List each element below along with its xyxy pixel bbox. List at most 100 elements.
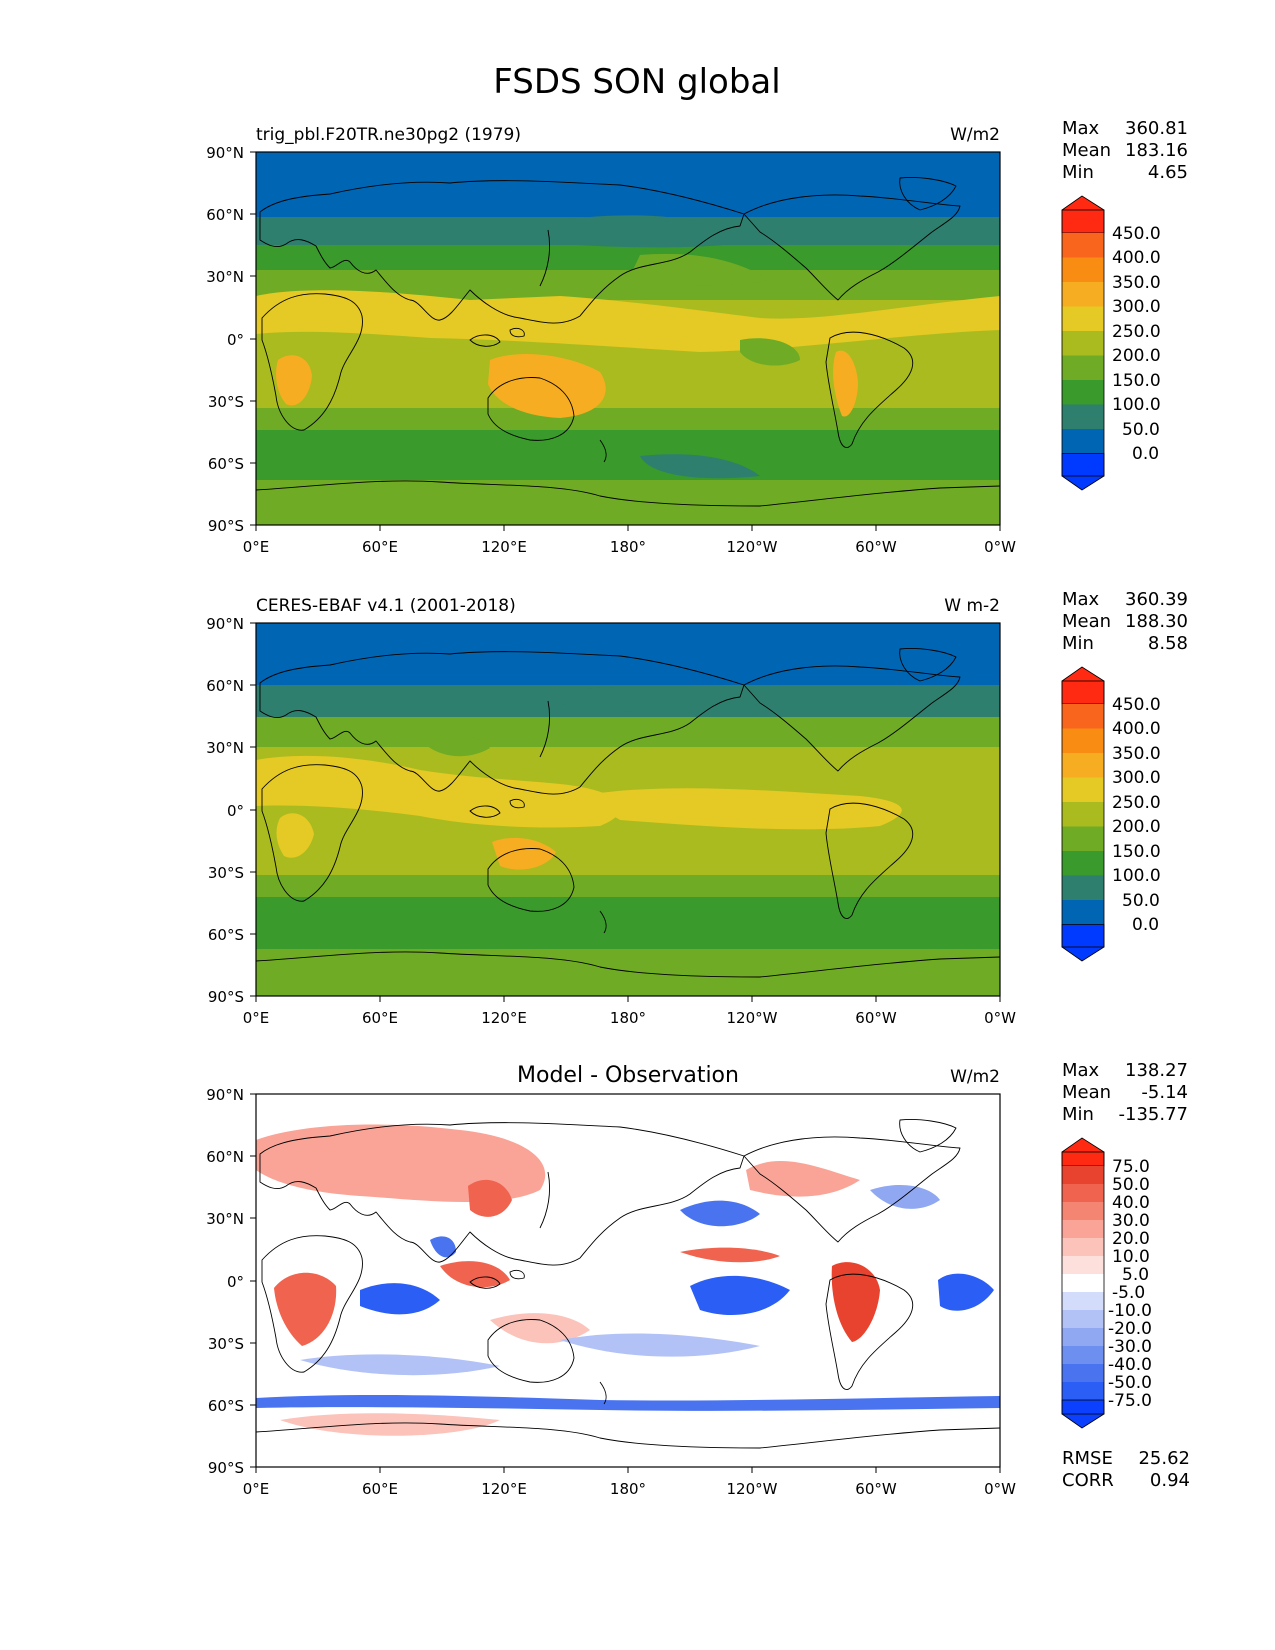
coastline-north-america	[743, 1136, 961, 1243]
coastline-islands	[469, 1171, 607, 1405]
lat-band	[256, 623, 1000, 685]
stats-box: Max 360.81 Mean 183.16 Min 4.65	[1062, 118, 1188, 183]
field-patch	[560, 215, 760, 248]
colorbar-swatch	[1062, 282, 1104, 307]
field-patch	[680, 1200, 760, 1227]
field-patch	[492, 837, 556, 870]
colorbar-tick-label: -20.0	[1108, 1319, 1152, 1339]
coastline-australia	[487, 1319, 575, 1383]
y-tick-label: 30°S	[208, 1335, 244, 1353]
colorbar-tick-label: 150.0	[1112, 842, 1161, 862]
stat-value: 138.27	[1125, 1060, 1188, 1081]
y-tick-label: 60°N	[206, 206, 244, 224]
colorbar-tick-label: 350.0	[1112, 273, 1161, 293]
coastline-australia	[487, 848, 575, 912]
colorbar-swatch	[1062, 826, 1104, 851]
field-patch	[256, 1124, 546, 1203]
field-patch	[430, 1236, 456, 1258]
y-tick-label: 30°S	[208, 864, 244, 882]
colorbar-swatch	[1062, 331, 1104, 356]
y-tick-label: 30°N	[206, 1210, 244, 1228]
colorbar-swatch	[1062, 1364, 1104, 1382]
colorbar-border	[1061, 209, 1105, 477]
x-axis: 0°E 60°E 120°E 180° 120°W 60°W 0°W	[243, 525, 1016, 556]
coastline-antarctica	[256, 1422, 1000, 1449]
map-field	[256, 623, 1000, 996]
colorbar-swatch	[1062, 257, 1104, 282]
colorbar-swatch	[1062, 429, 1104, 454]
x-tick-label: 60°E	[362, 1009, 398, 1027]
y-tick-label: 0°	[227, 802, 244, 820]
lat-band	[256, 480, 1000, 525]
field-patch	[690, 1275, 790, 1316]
metrics-box: RMSE 25.62 CORR 0.94	[1062, 1448, 1190, 1491]
field-patch	[560, 687, 760, 713]
lat-band	[256, 897, 1000, 949]
y-axis: 90°N 60°N 30°N 0° 30°S 60°S 90°S	[206, 615, 256, 1006]
colorbar-tick-label: 40.0	[1112, 1193, 1150, 1213]
axes-frame: 0°E 60°E 120°E 180° 120°W 60°W 0°W 90°N …	[206, 1086, 1016, 1498]
colorbar-swatch	[1062, 777, 1104, 802]
x-tick-label: 180°	[610, 1480, 646, 1498]
colorbar-extend-bottom	[1061, 453, 1105, 491]
field-patch	[256, 290, 1000, 352]
axes-frame: 0°E 60°E 120°E 180° 120°W 60°W 0°W 90°N …	[206, 615, 1016, 1027]
colorbar-tick-label: 450.0	[1112, 224, 1161, 244]
colorbar-ticks: 450.0 400.0 350.0 300.0 250.0 200.0 150.…	[1112, 224, 1161, 464]
x-tick-label: 0°E	[243, 538, 270, 556]
metric-value: 0.94	[1150, 1470, 1190, 1491]
colorbar-tick-label: 250.0	[1112, 322, 1161, 342]
colorbar-swatch	[1062, 233, 1104, 258]
stat-label: Mean	[1062, 140, 1111, 161]
colorbar-tick-label: 250.0	[1112, 793, 1161, 813]
x-tick-label: 180°	[610, 1009, 646, 1027]
colorbar-swatch	[1062, 1184, 1104, 1202]
field-patch	[468, 1179, 512, 1217]
field-patch	[440, 1261, 510, 1288]
x-tick-label: 0°W	[984, 1480, 1016, 1498]
y-tick-label: 90°S	[208, 517, 244, 535]
colorbar-swatch	[1062, 704, 1104, 729]
field-patch	[360, 1283, 440, 1315]
colorbar-swatch	[1062, 1292, 1104, 1310]
field-patch	[680, 1247, 780, 1263]
colorbar-tick-label: 400.0	[1112, 248, 1161, 268]
colorbar: 450.0 400.0 350.0 300.0 250.0 200.0 150.…	[1061, 195, 1161, 491]
x-tick-label: 120°W	[727, 538, 778, 556]
stat-label: Max	[1062, 589, 1100, 610]
field-patch	[488, 353, 606, 418]
colorbar-swatch	[1062, 306, 1104, 331]
y-tick-label: 30°N	[206, 268, 244, 286]
colorbar-extend-top	[1061, 666, 1105, 705]
colorbar-border	[1061, 680, 1105, 948]
field-patch	[640, 454, 760, 479]
colorbar-tick-label: 100.0	[1112, 866, 1161, 886]
stat-value: 8.58	[1148, 633, 1188, 654]
coastline-africa	[261, 764, 363, 902]
colorbar-swatch	[1062, 728, 1104, 753]
colorbar-swatch	[1062, 1382, 1104, 1400]
colorbar-tick-label: 50.0	[1122, 420, 1160, 440]
colorbar-tick-label: 450.0	[1112, 695, 1161, 715]
lat-band	[256, 717, 1000, 747]
map-field	[256, 152, 1000, 525]
colorbar-extend-bottom	[1061, 924, 1105, 962]
field-patch	[256, 1394, 1000, 1411]
panel-units: W/m2	[950, 125, 1000, 145]
colorbar-swatch	[1062, 1328, 1104, 1346]
colorbar-tick-label: 75.0	[1112, 1157, 1150, 1177]
colorbar-swatch	[1062, 355, 1104, 380]
coastline-greenland	[899, 648, 957, 682]
field-patch	[300, 1354, 500, 1376]
colorbar-tick-label: -5.0	[1112, 1283, 1145, 1303]
coastline-islands	[469, 700, 607, 934]
stat-label: Mean	[1062, 611, 1111, 632]
colorbar-swatch	[1062, 1166, 1104, 1184]
colorbar-swatch	[1062, 753, 1104, 778]
field-patch	[746, 1161, 860, 1197]
coastline-south-america	[825, 802, 914, 919]
y-tick-label: 60°S	[208, 1397, 244, 1415]
coastline-africa	[261, 1235, 363, 1373]
field-patch	[870, 1185, 940, 1209]
colorbar-tick-label: -30.0	[1108, 1337, 1152, 1357]
